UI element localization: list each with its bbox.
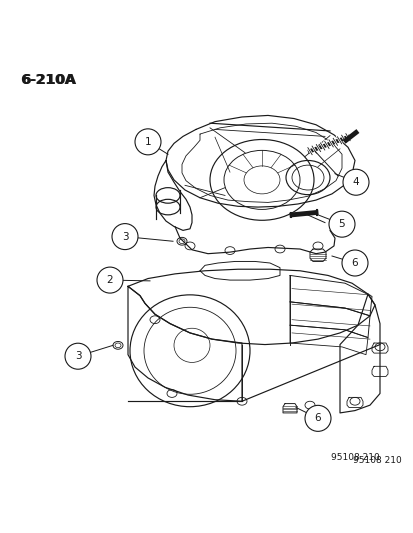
Text: 4: 4 (352, 177, 358, 187)
Text: 3: 3 (74, 351, 81, 361)
Circle shape (65, 343, 91, 369)
Text: 95108 210: 95108 210 (352, 456, 401, 465)
Circle shape (341, 250, 367, 276)
Circle shape (342, 169, 368, 195)
Text: 6: 6 (314, 414, 320, 423)
Text: 6: 6 (351, 258, 357, 268)
Text: 6-210A: 6-210A (20, 74, 75, 87)
Circle shape (97, 267, 123, 293)
Circle shape (328, 211, 354, 237)
Text: 1: 1 (144, 137, 151, 147)
Circle shape (135, 129, 161, 155)
Text: 3: 3 (121, 232, 128, 241)
Text: 5: 5 (338, 219, 344, 229)
Circle shape (304, 406, 330, 431)
Text: 6-210A: 6-210A (21, 73, 76, 87)
Text: 95108 210: 95108 210 (330, 453, 379, 462)
Text: 2: 2 (107, 275, 113, 285)
Circle shape (112, 224, 138, 249)
